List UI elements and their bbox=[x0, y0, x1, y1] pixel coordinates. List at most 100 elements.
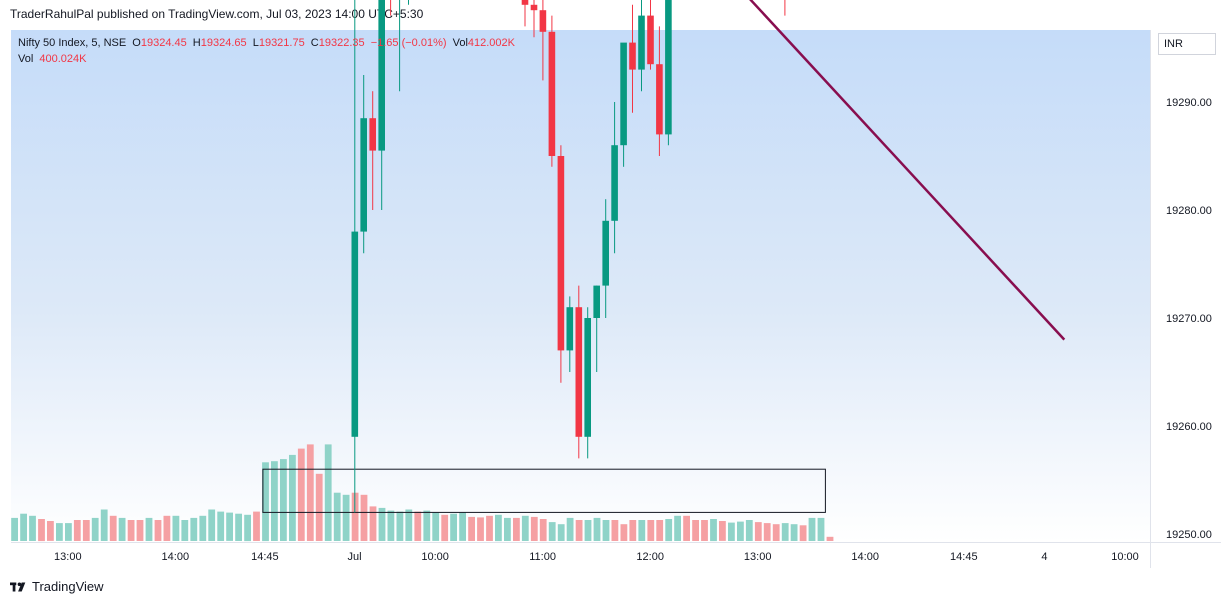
volume-series bbox=[11, 444, 834, 542]
volume-bar bbox=[441, 514, 449, 542]
volume-bar bbox=[772, 524, 780, 541]
open-label: O bbox=[132, 37, 141, 49]
tradingview-logo-icon bbox=[10, 582, 26, 591]
volume-bar bbox=[297, 448, 305, 541]
volume-bar bbox=[504, 517, 511, 541]
candle-body bbox=[369, 118, 376, 151]
volume-bar bbox=[638, 520, 646, 541]
volume-bar bbox=[799, 525, 807, 542]
candle-body bbox=[629, 42, 636, 70]
volume-indicator-label[interactable]: Vol bbox=[18, 53, 34, 65]
volume-bar bbox=[333, 492, 341, 541]
volume-bar bbox=[683, 515, 690, 541]
volume-bar bbox=[477, 517, 484, 541]
volume-bar bbox=[808, 517, 816, 541]
time-tick-label: Jul bbox=[347, 551, 361, 563]
volume-bar bbox=[154, 520, 162, 541]
zone-rectangle[interactable] bbox=[262, 468, 826, 513]
symbol-title[interactable]: Nifty 50 Index, 5, NSE bbox=[18, 37, 127, 49]
candle-body bbox=[521, 0, 529, 5]
volume-indicator-value: 400.024K bbox=[39, 53, 87, 65]
vol-value: 412.002K bbox=[467, 37, 515, 49]
volume-bar bbox=[324, 444, 332, 541]
vol-label: Vol bbox=[452, 37, 468, 49]
price-tick-label: 19270.00 bbox=[1166, 313, 1212, 325]
tradingview-branding: TradingView bbox=[10, 579, 104, 594]
volume-bar bbox=[47, 521, 54, 541]
volume-bar bbox=[423, 510, 431, 541]
price-series bbox=[351, 0, 786, 513]
volume-bar bbox=[513, 517, 520, 541]
volume-bar bbox=[754, 522, 762, 541]
volume-bar bbox=[369, 506, 377, 541]
volume-bar bbox=[244, 514, 251, 542]
candle-body bbox=[647, 15, 654, 65]
volume-bar bbox=[342, 494, 350, 541]
volume-bar bbox=[521, 515, 529, 541]
volume-bar bbox=[745, 520, 753, 541]
volume-bar bbox=[647, 520, 655, 541]
price-tick-label: 19300.00 bbox=[1166, 0, 1212, 1]
candle-body bbox=[351, 231, 359, 437]
volume-bar bbox=[136, 520, 144, 541]
time-tick-label: 14:00 bbox=[162, 551, 190, 563]
time-tick-label: 10:00 bbox=[1111, 551, 1139, 563]
volume-bar bbox=[73, 520, 81, 541]
volume-bar bbox=[387, 510, 395, 541]
volume-bar bbox=[172, 515, 180, 541]
volume-bar bbox=[38, 519, 45, 542]
volume-bar bbox=[181, 520, 189, 541]
volume-bar bbox=[118, 517, 126, 541]
price-tick-label: 19280.00 bbox=[1166, 205, 1212, 217]
time-tick-label: 11:00 bbox=[529, 551, 556, 563]
drawings-layer[interactable] bbox=[262, 0, 1157, 513]
chart-legend: Nifty 50 Index, 5, NSE O19324.45 H19324.… bbox=[18, 35, 518, 67]
currency-button[interactable]: INR bbox=[1158, 33, 1216, 55]
time-tick-label: 14:45 bbox=[251, 551, 279, 563]
volume-bar bbox=[315, 473, 323, 541]
volume-bar bbox=[11, 517, 18, 541]
candle-body bbox=[584, 318, 591, 437]
close-value: 19322.35 bbox=[318, 37, 365, 49]
candle-body bbox=[638, 15, 645, 70]
volume-bar bbox=[781, 523, 789, 541]
volume-bar bbox=[790, 524, 798, 541]
volume-bar bbox=[396, 511, 404, 541]
volume-bar bbox=[199, 515, 207, 541]
volume-bar bbox=[29, 515, 36, 541]
volume-bar bbox=[539, 519, 547, 542]
volume-bar bbox=[20, 513, 27, 541]
volume-bar bbox=[226, 512, 233, 541]
time-axis[interactable]: 13:00 14:00 14:45 Jul 10:00 11:00 12:00 13:00 14… bbox=[54, 551, 1139, 563]
price-tick-label: 19290.00 bbox=[1166, 97, 1212, 109]
volume-bar bbox=[351, 492, 359, 541]
candle-body bbox=[566, 307, 574, 351]
volume-bar bbox=[208, 509, 216, 541]
volume-bar bbox=[710, 519, 717, 542]
candle-body bbox=[360, 118, 367, 232]
volume-bar bbox=[217, 511, 225, 541]
open-value: 19324.45 bbox=[140, 37, 187, 49]
volume-bar bbox=[109, 515, 117, 541]
volume-bar bbox=[486, 515, 493, 541]
candle-body bbox=[378, 0, 385, 151]
candle-body bbox=[665, 0, 672, 135]
volume-bar bbox=[163, 515, 171, 541]
time-tick-label: 13:00 bbox=[744, 551, 772, 563]
price-axis[interactable]: 19250.00 19260.00 19270.00 19280.00 19290.00… bbox=[1166, 0, 1212, 541]
change-value: −1.65 (−0.01%) bbox=[370, 37, 447, 49]
trend-line[interactable] bbox=[401, 0, 1066, 341]
volume-bar bbox=[235, 513, 242, 541]
volume-bar bbox=[665, 519, 673, 542]
low-value: 19321.75 bbox=[258, 37, 305, 49]
volume-bar bbox=[414, 511, 422, 541]
volume-row: Vol 400.024K bbox=[18, 51, 518, 67]
close-label: C bbox=[310, 37, 319, 49]
volume-bar bbox=[495, 514, 502, 542]
volume-bar bbox=[262, 462, 269, 542]
volume-bar bbox=[253, 511, 260, 541]
volume-bar bbox=[737, 521, 744, 541]
time-tick-label: 13:00 bbox=[54, 551, 82, 563]
volume-bar bbox=[450, 513, 457, 541]
